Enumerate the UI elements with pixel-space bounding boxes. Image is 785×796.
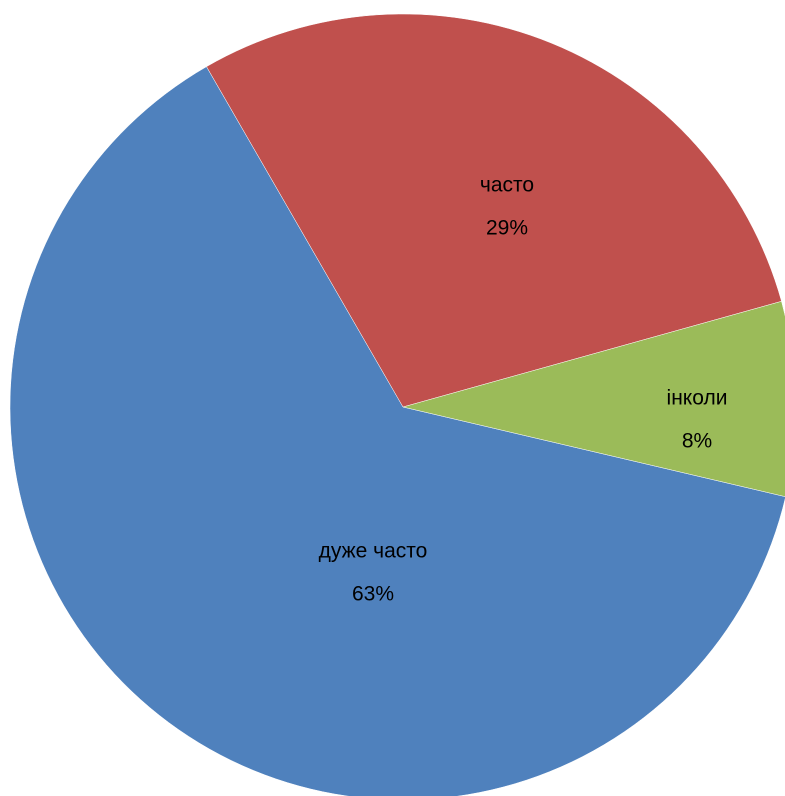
slice-value-label: 8% [682, 430, 712, 453]
pie-slice [9, 66, 785, 796]
slice-category-label: інколи [667, 387, 728, 410]
slice-category-label: дуже часто [319, 540, 428, 563]
pie-slice [206, 13, 782, 408]
slice-category-label: часто [480, 174, 534, 197]
slice-value-label: 63% [352, 583, 394, 606]
slice-value-label: 29% [486, 217, 528, 240]
pie-slice [402, 301, 785, 497]
